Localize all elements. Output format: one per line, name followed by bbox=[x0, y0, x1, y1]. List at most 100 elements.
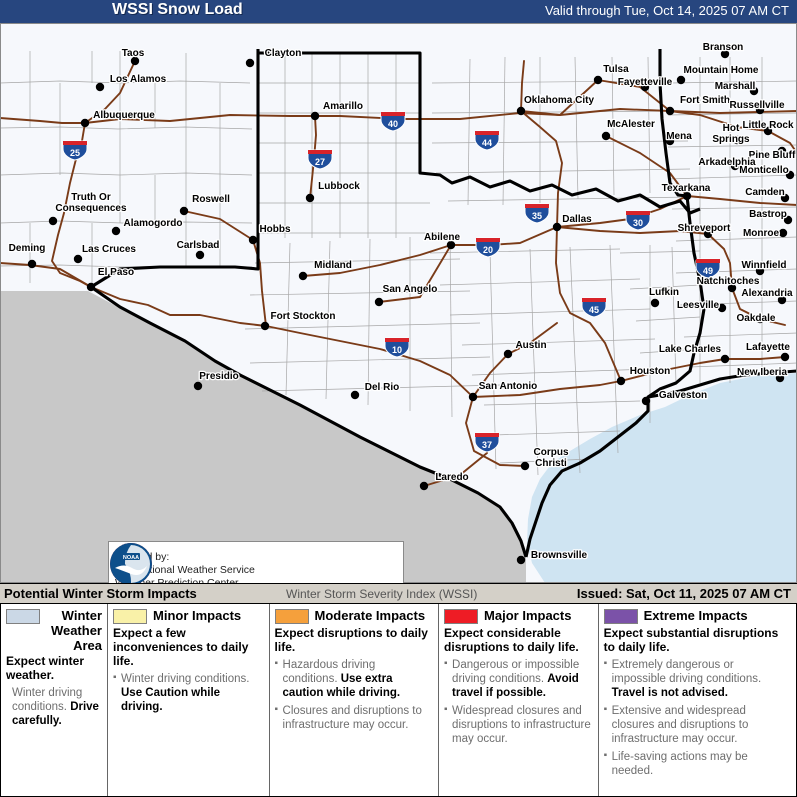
city-dot bbox=[520, 461, 530, 471]
city-label: Mena bbox=[666, 131, 692, 142]
city-label: Tulsa bbox=[603, 64, 629, 75]
legend-column-minor-impacts: Minor Impacts Expect a few inconveniences… bbox=[108, 604, 270, 796]
city-label: Fort Stockton bbox=[271, 311, 336, 322]
city-dot bbox=[780, 352, 790, 362]
city-label: Brownsville bbox=[531, 550, 588, 561]
city-dot bbox=[516, 555, 526, 565]
svg-text:35: 35 bbox=[532, 211, 542, 221]
legend-column-winter-weather-area: Winter Weather Area Expect winter weather… bbox=[1, 604, 108, 796]
city-dot bbox=[260, 321, 270, 331]
city-dot bbox=[179, 206, 189, 216]
state-boundaries bbox=[90, 49, 797, 558]
city-label: Laredo bbox=[435, 472, 468, 483]
city-label: Lufkin bbox=[649, 287, 679, 298]
legend-swatch-minor-impacts bbox=[113, 609, 147, 624]
legend-swatch-extreme-impacts bbox=[603, 609, 638, 624]
city-label: Deming bbox=[9, 243, 46, 254]
city-label: Leesville bbox=[677, 300, 720, 311]
city-label: Amarillo bbox=[323, 101, 363, 112]
subheader-wssi-label: Winter Storm Severity Index (WSSI) bbox=[286, 587, 478, 601]
city-dot bbox=[730, 161, 740, 171]
city-label: Las Cruces bbox=[82, 244, 136, 255]
city-label: Fayetteville bbox=[618, 77, 673, 88]
city-dot bbox=[248, 235, 258, 245]
city-label: Camden bbox=[745, 187, 784, 198]
city-dot bbox=[593, 75, 603, 85]
city-label: Los Alamos bbox=[110, 74, 167, 85]
city-label: Lafayette bbox=[746, 342, 790, 353]
gulf-of-mexico-water bbox=[527, 373, 797, 583]
legend-title-winter-weather-area: Winter Weather Area bbox=[50, 608, 102, 653]
city-dot bbox=[446, 240, 456, 250]
valid-through-text: Valid through Tue, Oct 14, 2025 07 AM CT bbox=[544, 3, 789, 18]
city-dot bbox=[48, 216, 58, 226]
city-label: McAlester bbox=[607, 119, 655, 130]
svg-text:25: 25 bbox=[70, 148, 80, 158]
city-label: Galveston bbox=[659, 390, 707, 401]
legend-column-moderate-impacts: Moderate Impacts Expect disruptions to da… bbox=[270, 604, 440, 796]
city-dot bbox=[468, 392, 478, 402]
svg-text:NOAA: NOAA bbox=[123, 555, 139, 561]
highways bbox=[0, 60, 797, 487]
city-label: Bastrop bbox=[749, 209, 787, 220]
city-dot bbox=[785, 170, 795, 180]
city-label: Alexandria bbox=[741, 288, 793, 299]
city-label: Hot Springs bbox=[712, 123, 750, 145]
city-label: Fort Smith bbox=[680, 95, 730, 106]
city-label: Shreveport bbox=[678, 223, 731, 234]
city-dot bbox=[73, 254, 83, 264]
city-dot bbox=[640, 82, 650, 92]
city-label: Texarkana bbox=[662, 183, 711, 194]
page-header: WSSI Snow Load Valid through Tue, Oct 14… bbox=[0, 0, 797, 23]
city-dot bbox=[130, 56, 140, 66]
legend-summary-minor-impacts: Expect a few inconveniences to daily lif… bbox=[113, 626, 249, 668]
svg-text:40: 40 bbox=[388, 119, 398, 129]
legend-swatch-moderate-impacts bbox=[274, 609, 309, 624]
city-dot bbox=[80, 118, 90, 128]
legend-swatch-major-impacts bbox=[444, 609, 479, 624]
legend-bullet: Closures and disruptions to infrastructu… bbox=[275, 703, 434, 732]
city-label: Winnfield bbox=[742, 260, 787, 271]
legend-bullet: Widespread closures and disruptions to i… bbox=[444, 703, 593, 746]
city-label: Taos bbox=[122, 48, 145, 59]
city-label: Alamogordo bbox=[124, 218, 183, 229]
city-dot bbox=[193, 381, 203, 391]
mexico-landmass bbox=[0, 291, 526, 583]
city-label: Clayton bbox=[265, 48, 302, 59]
city-dot bbox=[727, 283, 737, 293]
city-dot bbox=[503, 349, 513, 359]
city-dot bbox=[777, 146, 787, 156]
map-graphic: 25 40 44 27 bbox=[0, 23, 797, 583]
page-title: WSSI Snow Load bbox=[112, 1, 243, 18]
city-label: Lake Charles bbox=[659, 344, 722, 355]
city-label: Monroe bbox=[743, 228, 780, 239]
city-label: Lubbock bbox=[318, 181, 360, 192]
city-label: New Iberia bbox=[737, 367, 787, 378]
city-label: Little Rock bbox=[742, 120, 794, 131]
impacts-subheader: Potential Winter Storm Impacts Winter St… bbox=[0, 583, 797, 604]
city-label: Houston bbox=[630, 366, 671, 377]
svg-text:20: 20 bbox=[483, 245, 493, 255]
city-dot bbox=[616, 376, 626, 386]
legend-title-major-impacts: Major Impacts bbox=[484, 608, 572, 623]
legend-title-moderate-impacts: Moderate Impacts bbox=[314, 608, 426, 623]
legend-bullet: Winter driving conditions. Drive careful… bbox=[12, 687, 99, 727]
city-markers: Taos Clayton Branson Los Alamos Tulsa Mountai… bbox=[7, 41, 797, 565]
svg-text:37: 37 bbox=[482, 440, 492, 450]
city-dot bbox=[720, 354, 730, 364]
city-label: San Antonio bbox=[479, 381, 538, 392]
svg-text:30: 30 bbox=[633, 218, 643, 228]
svg-text:49: 49 bbox=[703, 266, 713, 276]
interstate-shields: 25 40 44 27 bbox=[62, 111, 721, 453]
city-dot bbox=[682, 191, 692, 201]
city-dot bbox=[245, 58, 255, 68]
subheader-left-label: Potential Winter Storm Impacts bbox=[4, 586, 197, 601]
wssi-map[interactable]: 25 40 44 27 bbox=[0, 23, 797, 583]
city-label: Natchitoches bbox=[697, 276, 760, 287]
city-dot bbox=[552, 222, 562, 232]
city-dot bbox=[665, 106, 675, 116]
city-label: Presidio bbox=[199, 371, 238, 382]
city-dot bbox=[195, 250, 205, 260]
city-dot bbox=[676, 75, 686, 85]
city-label: Marshall bbox=[715, 81, 756, 92]
